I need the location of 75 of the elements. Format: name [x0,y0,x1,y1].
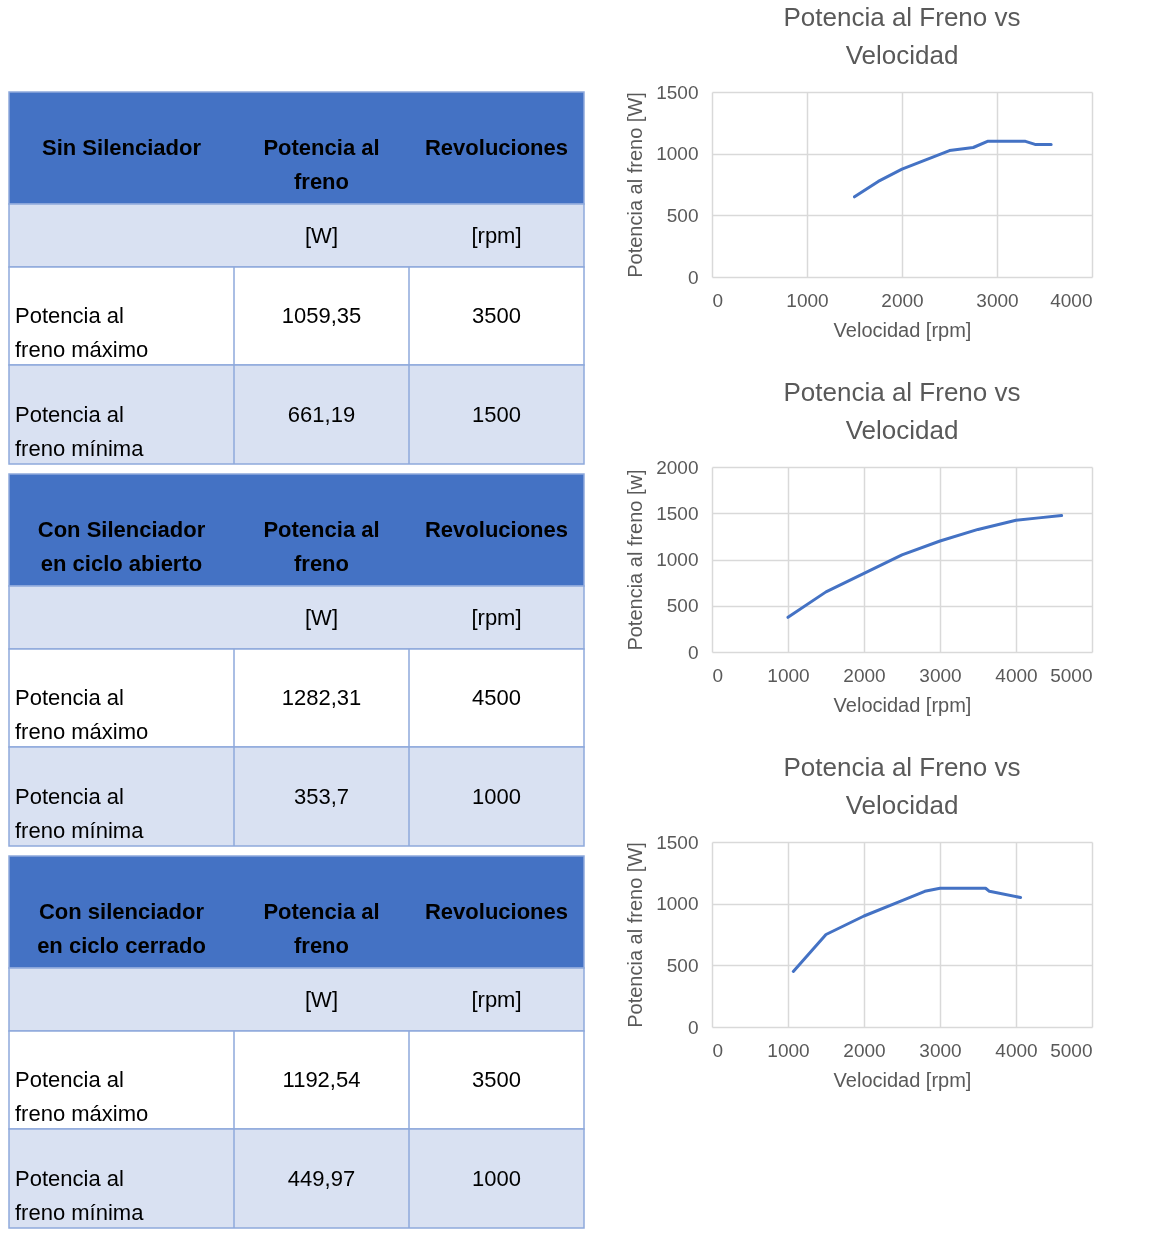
text: 449,97 [287,1165,356,1191]
x-tick-label: 3000 [976,289,1019,311]
text: 1282,31 [281,685,362,710]
text: [W] [305,222,338,248]
text: [W] [305,604,338,630]
text: 4500 [472,685,521,710]
y-tick-label: 2000 [656,456,699,478]
x-tick-label: 0 [712,664,724,686]
text: Potencia al freno [263,135,380,195]
x-tick-label: 2000 [843,664,886,686]
line-series [791,886,1023,973]
chart-title: Potencia al Freno vs Velocidad [783,2,1021,70]
text: Potencia al freno máximo [15,1067,149,1127]
y-tick-label: 500 [666,204,699,226]
text: 661,19 [287,401,356,427]
text: [rpm] [471,222,522,248]
x-tick-label: 4000 [995,1039,1038,1061]
text: Potencia al freno mínima [15,783,145,843]
y-tick-label: 500 [666,954,699,976]
text: Potencia al freno máximo [15,303,149,363]
x-axis-title: Velocidad [rpm] [833,318,972,341]
y-tick-label: 0 [687,1016,699,1038]
x-tick-label: 3000 [919,1039,962,1061]
y-axis-title: Potencia al freno [W] [624,92,647,278]
text: Sin Silenciador [42,135,202,160]
y-tick-label: 0 [687,266,699,288]
x-tick-label: 5000 [1050,1039,1093,1061]
text: 3500 [472,1067,521,1092]
x-tick-label: 2000 [881,289,924,311]
y-tick-label: 500 [666,595,699,617]
x-tick-label: 1000 [767,664,810,686]
y-tick-label: 1500 [656,831,699,853]
text: Potencia al freno mínima [15,1165,145,1225]
text: Potencia al freno [263,517,380,577]
text: Revoluciones [424,135,569,160]
text: Revoluciones [424,899,569,924]
y-axis-title: Potencia al freno [W] [624,842,647,1028]
x-tick-label: 4000 [1050,289,1093,311]
chart-title: Potencia al Freno vs Velocidad [783,377,1021,445]
x-tick-label: 1000 [786,289,829,311]
y-axis-title: Potencia al freno [w] [624,469,647,651]
text: 353,7 [293,783,350,809]
x-tick-label: 5000 [1050,664,1093,686]
text: [rpm] [471,986,522,1012]
text: 3500 [472,303,521,328]
x-axis-title: Velocidad [rpm] [833,693,972,716]
line-series [786,514,1064,619]
x-tick-label: 2000 [843,1039,886,1061]
text: 1059,35 [281,303,362,328]
text: 1000 [472,783,521,809]
text: [W] [305,986,338,1012]
text: Con silenciador en ciclo cerrado [37,899,206,959]
y-tick-label: 1000 [656,549,699,570]
x-tick-label: 0 [712,1039,724,1061]
text: Potencia al freno mínima [15,401,145,461]
x-axis-title: Velocidad [rpm] [833,1068,972,1091]
x-tick-label: 1000 [767,1039,810,1061]
y-tick-label: 0 [687,641,699,663]
y-tick-label: 1000 [656,143,699,165]
text: Potencia al freno [263,899,380,959]
x-tick-label: 4000 [995,664,1038,686]
chart-title: Potencia al Freno vs Velocidad [783,752,1021,820]
text: [rpm] [471,604,522,630]
x-tick-label: 0 [712,289,724,311]
text: Con Silenciador en ciclo abierto [37,517,206,577]
text: Revoluciones [424,517,569,542]
y-tick-label: 1000 [656,893,699,915]
x-tick-label: 3000 [919,664,962,686]
y-tick-label: 1500 [656,502,699,524]
text: 1192,54 [282,1067,361,1092]
text: 1500 [472,401,521,427]
text: Potencia al freno máximo [15,685,149,745]
line-series [853,139,1053,199]
y-tick-label: 1500 [656,81,699,103]
text: 1000 [472,1165,521,1191]
